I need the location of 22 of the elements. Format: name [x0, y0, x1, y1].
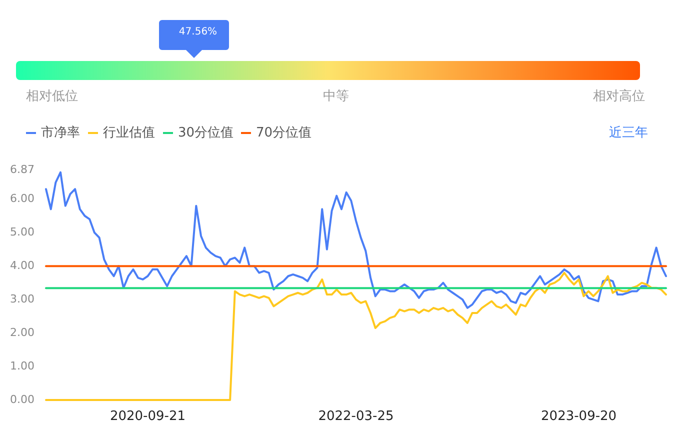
y-tick-label: 1.00: [10, 360, 34, 373]
x-tick-label: 2022-03-25: [318, 409, 394, 424]
category-label: 相对高位: [593, 88, 645, 104]
y-tick-label: 5.00: [10, 226, 34, 239]
legend-label: 市净率: [41, 124, 80, 141]
x-tick-label: 2020-09-21: [110, 409, 186, 424]
y-tick-label: 0.00: [10, 393, 34, 406]
x-tick-label: 2023-09-20: [541, 409, 617, 424]
y-tick-label: 6.87: [10, 163, 34, 176]
legend-label: 70分位值: [256, 126, 312, 141]
category-label: 相对低位: [26, 89, 78, 104]
text: 47.56%: [178, 26, 218, 38]
category-label: 中等: [323, 89, 349, 104]
legend-label: 30分位值: [178, 126, 234, 141]
y-tick-label: 6.00: [10, 192, 34, 206]
y-tick-label: 4.00: [10, 259, 34, 272]
line-series: [45, 171, 667, 309]
line-series: [45, 272, 667, 401]
y-tick-label: 3.00: [10, 292, 34, 306]
text: 近三年: [609, 126, 648, 141]
legend-label: 行业估值: [103, 126, 155, 141]
y-tick-label: 2.00: [10, 326, 34, 340]
